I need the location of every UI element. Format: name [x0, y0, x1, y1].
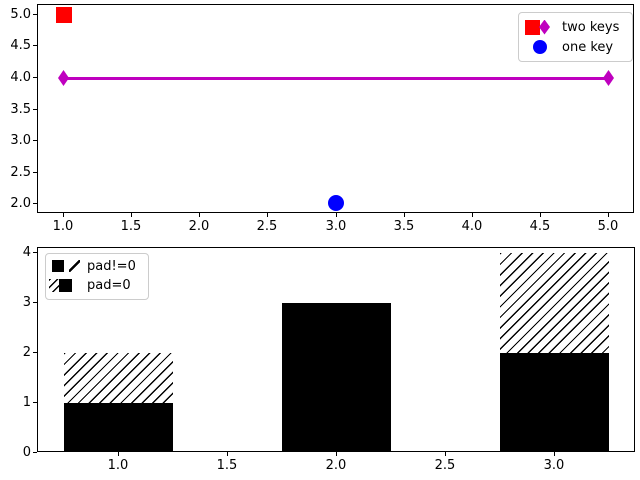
x-tick: [199, 213, 200, 217]
magenta-line: [64, 77, 609, 80]
x-tick-label: 3.0: [325, 219, 347, 234]
y-tick: [33, 172, 37, 173]
legend-entry-pad-zero: pad=0: [46, 276, 148, 295]
black-square-icon: [59, 279, 72, 292]
y-tick: [33, 109, 37, 110]
blue-circle-icon: [533, 40, 547, 54]
legend-label: two keys: [562, 19, 620, 35]
x-tick: [336, 452, 337, 456]
y-tick-label: 4.5: [10, 38, 31, 53]
legend-entry-one-key: one key: [519, 37, 632, 57]
x-tick: [267, 213, 268, 217]
y-tick: [33, 14, 37, 15]
solid-bar-x3: [500, 353, 609, 452]
x-tick-label: 3.5: [393, 219, 415, 234]
y-tick-label: 3.5: [10, 102, 31, 117]
solid-bar-x2: [282, 303, 391, 452]
y-tick: [33, 252, 37, 253]
blue-circle-marker: [328, 195, 344, 211]
legend-label: pad!=0: [87, 259, 136, 274]
y-tick-label: 4: [22, 245, 31, 260]
y-tick-label: 4.0: [10, 70, 31, 85]
y-tick: [33, 452, 37, 453]
x-tick: [445, 452, 446, 456]
legend-label: one key: [562, 39, 614, 55]
x-tick-label: 2.5: [256, 219, 278, 234]
x-tick: [472, 213, 473, 217]
hatched-bar-x3: [500, 253, 609, 353]
x-tick: [540, 213, 541, 217]
x-tick: [608, 213, 609, 217]
red-square-icon: [525, 19, 540, 35]
y-tick: [33, 352, 37, 353]
y-tick-label: 2.0: [10, 196, 31, 211]
x-tick-label: 2.5: [434, 458, 456, 473]
x-tick-label: 1.0: [107, 458, 129, 473]
top-plot-area: two keys one key: [37, 4, 634, 213]
bottom-plot-area: pad!=0 pad=0: [37, 247, 635, 452]
red-square-marker: [56, 7, 72, 23]
legend-label: pad=0: [87, 278, 131, 293]
y-tick-label: 3: [22, 295, 31, 310]
y-tick-label: 2.5: [10, 165, 31, 180]
y-tick: [33, 302, 37, 303]
x-tick-label: 2.0: [325, 458, 347, 473]
y-tick: [33, 77, 37, 78]
x-tick-label: 1.5: [216, 458, 238, 473]
magenta-diamond-marker-left: [58, 70, 69, 86]
x-tick: [554, 452, 555, 456]
y-tick-label: 5.0: [10, 7, 31, 22]
x-tick-label: 3.0: [543, 458, 565, 473]
legend-entry-pad-not-zero: pad!=0: [46, 257, 148, 276]
x-tick-label: 2.0: [188, 219, 210, 234]
legend-marker-group: [525, 40, 562, 54]
top-legend: two keys one key: [518, 12, 633, 62]
y-tick-label: 3.0: [10, 133, 31, 148]
black-square-icon: [52, 260, 64, 272]
legend-marker-group: [525, 19, 562, 35]
y-tick-label: 1: [22, 395, 31, 410]
y-tick-label: 2: [22, 345, 31, 360]
x-tick: [118, 452, 119, 456]
y-tick: [33, 45, 37, 46]
x-tick-label: 5.0: [597, 219, 619, 234]
magenta-diamond-marker-right: [603, 70, 614, 86]
x-tick: [227, 452, 228, 456]
bottom-legend: pad!=0 pad=0: [45, 253, 149, 300]
y-tick: [33, 402, 37, 403]
magenta-diamond-icon: [539, 19, 550, 35]
y-tick-label: 0: [22, 445, 31, 460]
hatched-bar-x1: [64, 353, 173, 403]
solid-bar-x1: [64, 403, 173, 452]
x-tick: [336, 213, 337, 217]
x-tick-label: 4.5: [529, 219, 551, 234]
legend-entry-two-keys: two keys: [519, 17, 632, 37]
x-tick: [131, 213, 132, 217]
x-tick: [63, 213, 64, 217]
x-tick-label: 1.5: [120, 219, 142, 234]
x-tick-label: 1.0: [52, 219, 74, 234]
x-tick-label: 4.0: [461, 219, 483, 234]
hatch-slash-icon: [69, 260, 80, 272]
y-tick: [33, 203, 37, 204]
y-tick: [33, 140, 37, 141]
x-tick: [404, 213, 405, 217]
